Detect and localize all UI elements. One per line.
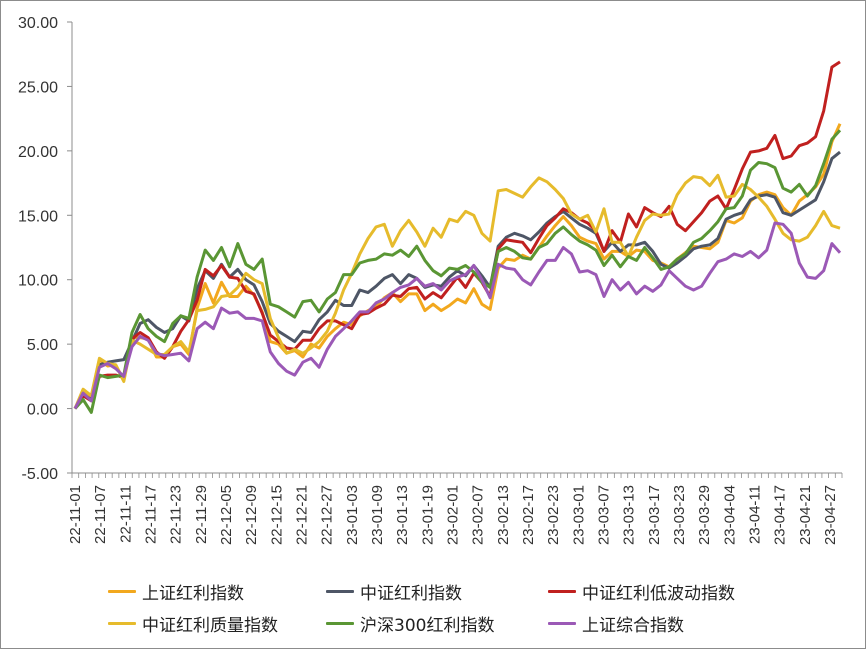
x-tick-label: 23-02-23 xyxy=(545,485,562,545)
x-tick-label: 23-04-04 xyxy=(721,485,738,545)
x-tick-label: 22-11-01 xyxy=(67,485,84,544)
x-tick-label: 22-11-29 xyxy=(193,485,210,544)
x-tick-label: 23-04-27 xyxy=(822,485,839,545)
x-tick-label: 22-12-21 xyxy=(293,485,310,545)
x-tick-label: 22-12-27 xyxy=(319,485,336,545)
y-tick-label: 15.00 xyxy=(18,208,58,225)
x-tick-label: 23-02-17 xyxy=(520,485,537,545)
x-tick-label: 22-12-05 xyxy=(218,485,235,545)
legend-item-sse-dividend: 上证红利指数 xyxy=(108,578,244,604)
legend-label: 中证红利指数 xyxy=(360,583,462,604)
x-tick-label: 22-11-11 xyxy=(117,485,134,543)
x-tick-label: 22-11-23 xyxy=(168,485,185,544)
x-tick-label: 23-01-19 xyxy=(419,485,436,545)
x-axis: 22-11-01 22-11-07 22-11-11 22-11-17 22-11-23… xyxy=(67,472,843,545)
x-tick-label: 23-03-07 xyxy=(595,485,612,545)
series-lines xyxy=(73,60,842,414)
y-tick-label: 25.00 xyxy=(18,79,58,96)
legend-swatch-icon xyxy=(326,589,354,593)
x-tick-label: 23-03-23 xyxy=(671,485,688,545)
x-tick-label: 23-01-09 xyxy=(369,485,386,545)
legend-swatch-icon xyxy=(548,589,576,593)
x-tick-label: 23-02-01 xyxy=(444,485,461,545)
x-tick-label: 23-02-13 xyxy=(495,485,512,545)
legend-swatch-icon xyxy=(326,621,354,625)
legend-label: 上证红利指数 xyxy=(142,583,244,604)
line-chart: 30.00 25.00 20.00 15.00 10.00 5.00 0.00 -5.00 2… xyxy=(18,15,843,545)
x-tick-label: 23-03-13 xyxy=(621,485,638,545)
series-line xyxy=(73,123,842,410)
legend-swatch-icon xyxy=(108,621,136,625)
legend-item-csi-dividend: 中证红利指数 xyxy=(326,578,462,604)
x-tick-label: 22-11-07 xyxy=(92,485,109,544)
x-tick-label: 23-01-03 xyxy=(344,485,361,545)
series-line xyxy=(73,129,842,414)
legend-item-csi-dividend-quality: 中证红利质量指数 xyxy=(108,610,278,636)
legend-swatch-icon xyxy=(548,621,576,625)
series-line xyxy=(73,173,841,410)
series-line xyxy=(73,221,842,410)
legend-item-sse-composite: 上证综合指数 xyxy=(548,610,684,636)
x-tick-label: 23-04-17 xyxy=(772,485,789,545)
y-axis: 30.00 25.00 20.00 15.00 10.00 5.00 0.00 -5.00 xyxy=(18,15,73,483)
x-tick-label: 23-03-29 xyxy=(696,485,713,545)
x-tick-label: 23-03-01 xyxy=(570,485,587,545)
y-tick-label: -5.00 xyxy=(22,466,59,483)
legend-swatch-icon xyxy=(108,589,136,593)
x-tick-label: 22-12-15 xyxy=(268,485,285,545)
legend-item-csi-dividend-low-vol: 中证红利低波动指数 xyxy=(548,578,735,604)
y-tick-label: 5.00 xyxy=(27,337,58,354)
x-tick-label: 23-04-21 xyxy=(797,485,814,545)
x-tick-label: 22-12-09 xyxy=(243,485,260,545)
y-tick-label: 20.00 xyxy=(18,144,58,161)
legend-label: 沪深300红利指数 xyxy=(360,615,495,636)
legend-item-csi300-dividend: 沪深300红利指数 xyxy=(326,610,494,636)
y-tick-label: 10.00 xyxy=(18,273,58,290)
y-tick-label: 0.00 xyxy=(27,402,58,419)
x-tick-label: 22-11-17 xyxy=(142,485,159,544)
legend-label: 中证红利低波动指数 xyxy=(582,583,735,604)
x-tick-label: 23-04-11 xyxy=(746,485,763,544)
series-line xyxy=(73,150,841,410)
legend-label: 中证红利质量指数 xyxy=(142,615,278,636)
x-tick-label: 23-03-17 xyxy=(646,485,663,545)
y-tick-label: 30.00 xyxy=(18,15,58,32)
x-tick-label: 23-02-07 xyxy=(470,485,487,545)
x-tick-label: 23-01-13 xyxy=(394,485,411,545)
legend-label: 上证综合指数 xyxy=(582,615,684,636)
